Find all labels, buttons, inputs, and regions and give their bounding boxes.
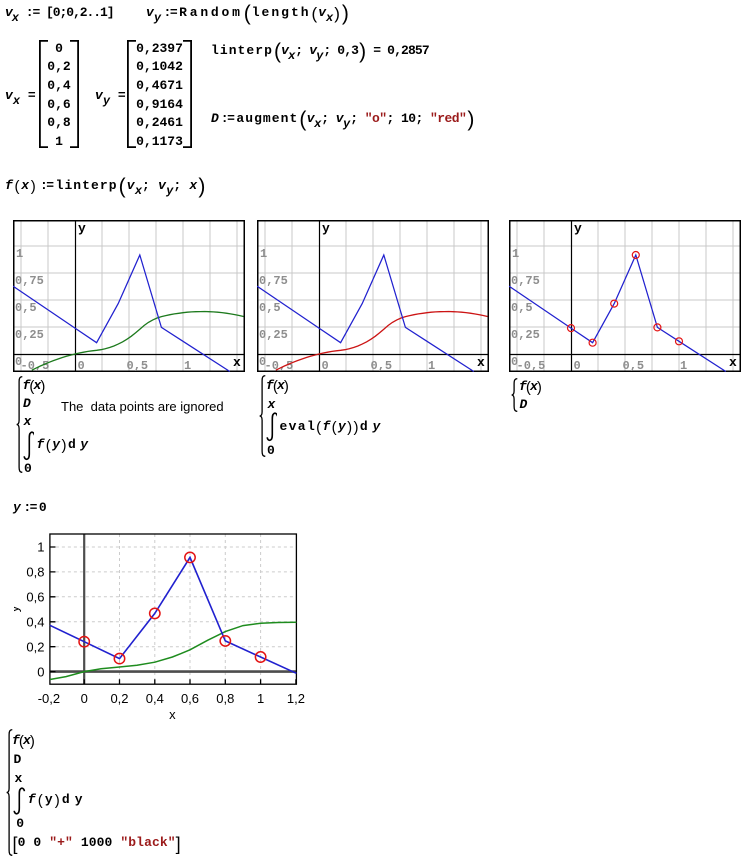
svg-text:x: x [233, 355, 241, 370]
svg-text:1: 1 [680, 359, 687, 373]
svg-text:0,25: 0,25 [259, 328, 288, 342]
svg-text:0,4: 0,4 [26, 615, 44, 630]
svg-text:0: 0 [15, 355, 22, 369]
svg-text:0,5: 0,5 [259, 301, 281, 315]
svg-text:0,8: 0,8 [216, 691, 234, 706]
svg-text:y: y [14, 605, 22, 612]
svg-text:0: 0 [78, 359, 85, 373]
svg-text:0,5: 0,5 [15, 301, 37, 315]
svg-text:0,6: 0,6 [26, 590, 44, 605]
svg-text:1: 1 [37, 540, 44, 555]
svg-text:y: y [574, 221, 582, 236]
svg-text:0: 0 [511, 355, 518, 369]
svg-text:1: 1 [260, 247, 267, 261]
svg-text:0,8: 0,8 [26, 565, 44, 580]
svg-text:0: 0 [81, 691, 88, 706]
svg-text:0,5: 0,5 [511, 301, 533, 315]
svg-text:0,5: 0,5 [622, 359, 644, 373]
svg-text:0: 0 [321, 359, 328, 373]
svg-text:y: y [322, 221, 330, 236]
svg-text:-0,5: -0,5 [516, 359, 545, 373]
svg-text:0,5: 0,5 [370, 359, 392, 373]
svg-text:0,2: 0,2 [26, 639, 44, 654]
svg-text:0,5: 0,5 [127, 359, 149, 373]
svg-text:1: 1 [184, 359, 191, 373]
svg-text:1: 1 [512, 247, 519, 261]
svg-text:x: x [169, 707, 176, 722]
svg-text:0: 0 [573, 359, 580, 373]
svg-text:0,75: 0,75 [511, 274, 540, 288]
svg-text:y: y [78, 221, 86, 236]
svg-text:-0,2: -0,2 [38, 691, 60, 706]
svg-text:1: 1 [16, 247, 23, 261]
svg-text:0: 0 [259, 355, 266, 369]
svg-text:1: 1 [428, 359, 435, 373]
svg-text:-0,5: -0,5 [21, 359, 50, 373]
svg-text:0,6: 0,6 [181, 691, 199, 706]
svg-text:1,2: 1,2 [287, 691, 305, 706]
svg-text:-0,5: -0,5 [264, 359, 293, 373]
svg-text:x: x [477, 355, 485, 370]
svg-text:0,4: 0,4 [146, 691, 164, 706]
svg-text:0,75: 0,75 [259, 274, 288, 288]
svg-text:x: x [729, 355, 737, 370]
svg-text:0,2: 0,2 [110, 691, 128, 706]
svg-text:1: 1 [257, 691, 264, 706]
svg-text:0,25: 0,25 [511, 328, 540, 342]
svg-text:0,75: 0,75 [15, 274, 44, 288]
svg-text:0,25: 0,25 [15, 328, 44, 342]
svg-text:0: 0 [37, 664, 44, 679]
